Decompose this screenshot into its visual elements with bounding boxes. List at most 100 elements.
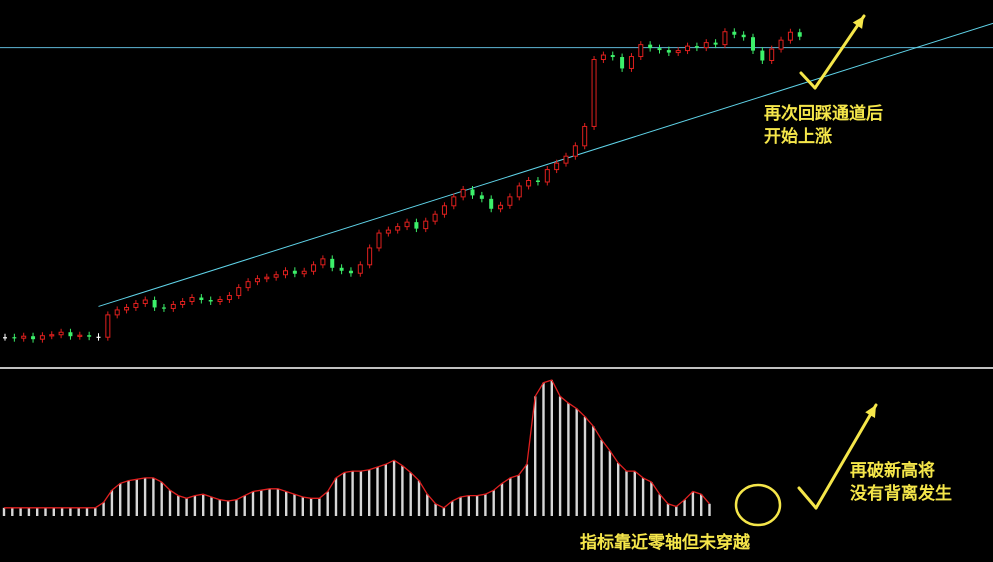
- candle: [58, 328, 64, 339]
- candle: [320, 255, 326, 269]
- candle: [628, 53, 634, 72]
- candle: [423, 217, 429, 233]
- candle: [77, 331, 83, 340]
- candle: [722, 28, 728, 49]
- candle: [31, 332, 36, 343]
- candle: [526, 177, 532, 190]
- candle: [741, 31, 746, 41]
- candle: [395, 223, 401, 234]
- candle: [760, 47, 765, 64]
- pullback-stroke: [799, 71, 817, 90]
- candle: [732, 28, 737, 39]
- candle: [226, 292, 232, 303]
- candle: [208, 296, 213, 305]
- candle: [778, 36, 784, 53]
- candle: [142, 296, 148, 307]
- candle: [12, 333, 17, 342]
- candle: [787, 28, 793, 44]
- candle: [638, 41, 644, 61]
- candle: [498, 201, 504, 213]
- candle: [507, 193, 513, 209]
- reference-lines: [0, 22, 993, 307]
- annotation-pullback: 再次回踩通道后 开始上涨: [764, 103, 883, 149]
- candle: [460, 185, 466, 201]
- candle: [180, 298, 186, 308]
- candle: [703, 39, 709, 52]
- candle: [199, 294, 204, 304]
- channel-line: [98, 22, 993, 307]
- candle: [189, 294, 195, 305]
- candle: [685, 42, 691, 55]
- candle: [572, 142, 578, 160]
- candle: [713, 39, 718, 49]
- candle: [751, 33, 755, 55]
- candle: [657, 44, 662, 54]
- candle: [87, 331, 92, 341]
- candle: [554, 159, 560, 174]
- candle: [470, 185, 475, 199]
- annotation-new-high-line-2: 没有背离发生: [850, 484, 952, 504]
- candle: [357, 261, 363, 277]
- candle: [254, 275, 260, 286]
- candle: [367, 244, 373, 269]
- candle: [105, 311, 111, 341]
- candle: [283, 267, 288, 279]
- candle: [600, 51, 606, 63]
- candle: [591, 56, 597, 130]
- candle: [96, 333, 101, 341]
- histogram-series: [2, 380, 711, 516]
- indicator-dip-stroke: [797, 486, 818, 510]
- annotation-pullback-line-1: 再次回踩通道后: [764, 104, 883, 124]
- candle: [489, 195, 494, 213]
- candle: [648, 41, 653, 52]
- candle: [516, 182, 522, 201]
- candle: [161, 303, 166, 312]
- candle: [404, 218, 410, 231]
- candle: [769, 45, 775, 64]
- up-arrow-icon: [813, 14, 866, 90]
- candle: [245, 278, 251, 292]
- candle: [152, 296, 157, 311]
- candle: [170, 301, 176, 312]
- candle: [311, 261, 317, 275]
- candle: [301, 267, 307, 278]
- candle: [451, 193, 457, 210]
- candle: [535, 177, 540, 186]
- candle: [292, 267, 297, 278]
- candle: [563, 152, 569, 167]
- candle: [114, 306, 120, 319]
- candle: [330, 255, 335, 272]
- candle: [68, 328, 73, 340]
- candle: [414, 218, 419, 233]
- up-arrow-icon: [814, 403, 878, 510]
- candle: [3, 333, 7, 341]
- indicator-curve: [4, 379, 710, 509]
- candle: [236, 284, 242, 300]
- candle: [124, 303, 130, 314]
- candle: [376, 229, 382, 252]
- candle: [21, 332, 27, 342]
- candle: [441, 202, 447, 218]
- candle: [582, 122, 588, 150]
- candle: [479, 191, 484, 203]
- candle: [49, 331, 55, 340]
- candle: [133, 300, 139, 311]
- annotation-new-high-line-1: 再破新高将: [850, 461, 935, 481]
- annotation-new-high: 再破新高将 没有背离发生: [850, 460, 952, 506]
- candle: [694, 42, 699, 52]
- candle: [217, 296, 223, 305]
- candle: [339, 264, 344, 275]
- annotation-zero-axis: 指标靠近零轴但未穿越: [580, 533, 750, 553]
- candle: [797, 28, 802, 41]
- zero-axis-circle: [734, 483, 782, 527]
- annotation-marks: [734, 14, 878, 527]
- candle: [348, 267, 353, 277]
- candle: [273, 271, 279, 281]
- candle: [666, 46, 671, 57]
- candle: [385, 226, 391, 237]
- candle: [620, 53, 625, 72]
- candle: [264, 273, 270, 283]
- candle: [610, 51, 615, 61]
- annotation-pullback-line-2: 开始上涨: [764, 127, 832, 147]
